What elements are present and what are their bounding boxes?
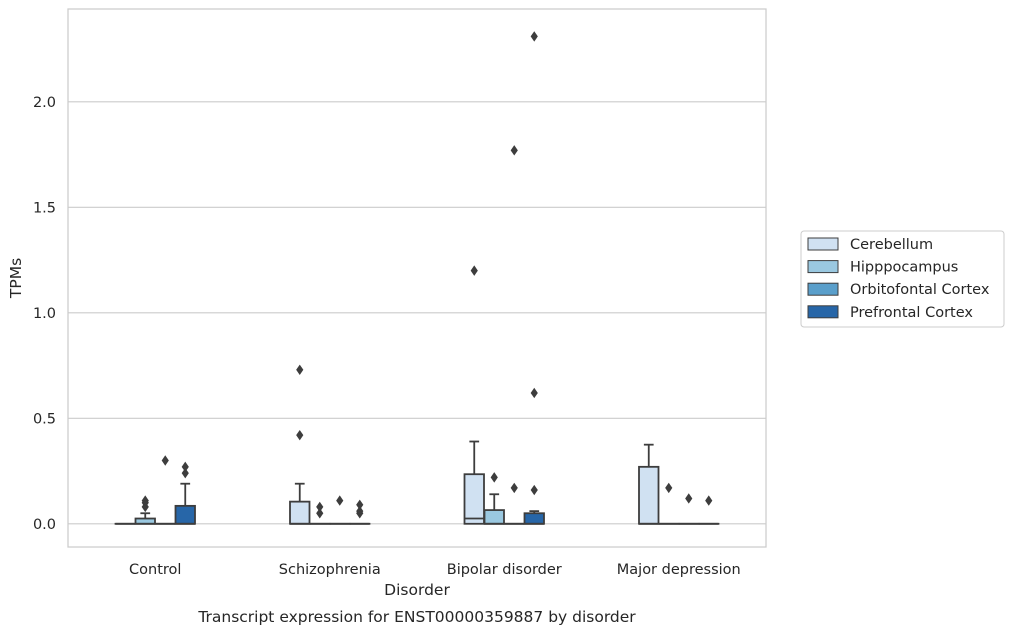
outlier-point bbox=[530, 387, 538, 399]
outlier-point bbox=[296, 429, 304, 441]
y-tick-labels: 0.0 0.5 1.0 1.5 2.0 bbox=[33, 95, 56, 533]
outlier-point bbox=[665, 482, 673, 494]
y-axis-label: TPMs bbox=[7, 258, 25, 299]
outlier-point bbox=[181, 467, 189, 479]
y-tick-label: 1.5 bbox=[33, 200, 56, 216]
x-tick-labels: Control Schizophrenia Bipolar disorder Majo… bbox=[129, 562, 741, 578]
box-cerebellum bbox=[638, 443, 660, 525]
outlier-point bbox=[141, 495, 149, 506]
box-body bbox=[463, 473, 485, 525]
outlier-point bbox=[685, 493, 693, 504]
outlier-point bbox=[530, 31, 538, 42]
plot-frame bbox=[67, 8, 767, 548]
box-body bbox=[483, 509, 505, 525]
outlier-points bbox=[141, 31, 713, 519]
y-tick-label: 0.0 bbox=[33, 517, 56, 533]
legend: Cerebellum Hipppocampus Orbitofontal Corte… bbox=[800, 230, 1005, 328]
chart-caption: Transcript expression for ENST0000035988… bbox=[197, 608, 636, 626]
box-body bbox=[523, 512, 545, 525]
legend-swatch bbox=[807, 305, 839, 319]
box-hipppocampus bbox=[483, 493, 505, 525]
outlier-point bbox=[705, 495, 713, 506]
box-prefrontal-cortex bbox=[174, 482, 196, 525]
x-tick-label: Control bbox=[129, 562, 181, 578]
outlier-point bbox=[316, 508, 324, 519]
outlier-point bbox=[356, 505, 364, 517]
legend-label: Orbitofontal Cortex bbox=[850, 282, 990, 298]
box-body bbox=[174, 504, 196, 525]
outlier-point bbox=[316, 501, 324, 513]
outlier-point bbox=[181, 461, 189, 473]
x-axis-label: Disorder bbox=[384, 581, 450, 599]
legend-swatch bbox=[807, 282, 839, 296]
outlier-point bbox=[510, 145, 518, 156]
outlier-point bbox=[490, 472, 498, 483]
legend-swatch bbox=[807, 260, 839, 274]
boxes bbox=[114, 440, 720, 525]
box-body bbox=[638, 465, 660, 525]
legend-label: Hipppocampus bbox=[850, 260, 958, 276]
y-tick-label: 2.0 bbox=[33, 95, 56, 111]
outlier-point bbox=[470, 265, 478, 276]
outlier-point bbox=[530, 484, 538, 496]
legend-swatch bbox=[807, 237, 839, 251]
x-tick-label: Major depression bbox=[617, 562, 741, 578]
outlier-point bbox=[336, 495, 344, 506]
box-hipppocampus bbox=[134, 512, 156, 525]
legend-frame bbox=[800, 230, 1005, 328]
x-tick-label: Schizophrenia bbox=[279, 562, 381, 578]
box-body bbox=[289, 500, 311, 525]
box-prefrontal-cortex bbox=[523, 510, 545, 525]
legend-label: Prefrontal Cortex bbox=[850, 305, 973, 321]
outlier-point bbox=[161, 455, 169, 466]
x-tick-label: Bipolar disorder bbox=[447, 562, 562, 578]
legend-label: Cerebellum bbox=[850, 237, 933, 253]
gridlines bbox=[68, 101, 766, 525]
outlier-point bbox=[296, 364, 304, 375]
y-tick-label: 1.0 bbox=[33, 306, 56, 322]
outlier-point bbox=[510, 482, 518, 494]
y-tick-label: 0.5 bbox=[33, 411, 56, 427]
box-cerebellum bbox=[463, 440, 485, 525]
box-cerebellum bbox=[289, 482, 311, 525]
outlier-point bbox=[356, 499, 364, 511]
